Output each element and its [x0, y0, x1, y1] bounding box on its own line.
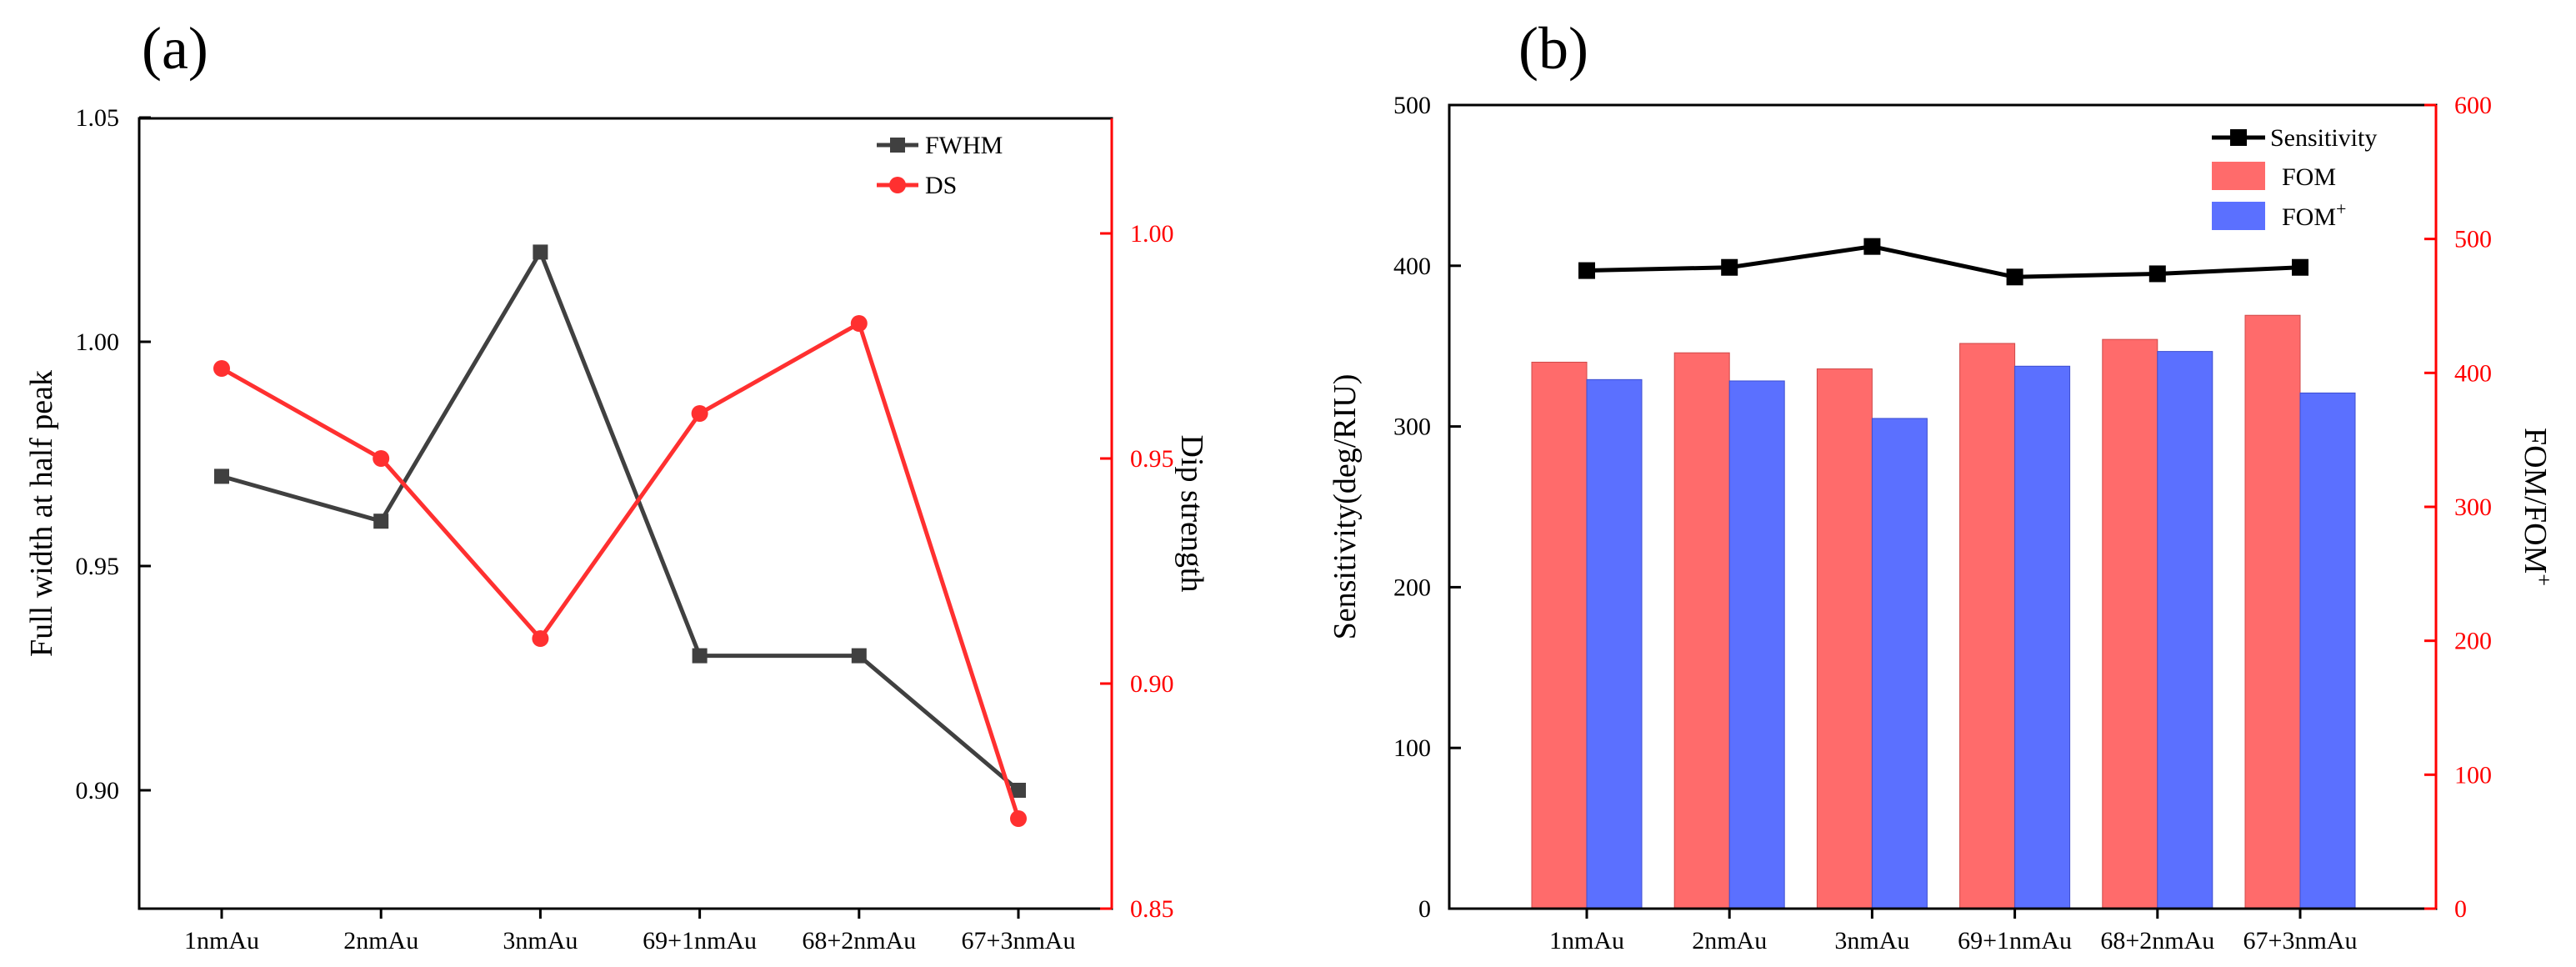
fom-bar: [1959, 343, 2016, 909]
fwhm-point: [692, 648, 708, 664]
fomplus-bar: [1871, 418, 1928, 909]
legend-fomplus-label: FOM+: [2282, 198, 2346, 231]
sensitivity-point: [2148, 265, 2166, 283]
x-tick-label: 2nmAu: [1692, 927, 1767, 954]
legend-fom-swatch: [2212, 162, 2265, 190]
x-tick-label: 1nmAu: [1549, 927, 1624, 954]
legend-sensitivity-marker: [2230, 129, 2247, 146]
x-tick-label: 68+2nmAu: [802, 927, 916, 954]
panel-a-x-axis: 1nmAu 2nmAu 3nmAu 69+1nmAu 68+2nmAu 67+3nmAu: [184, 909, 1075, 954]
panel-a-left-axis: 0.90 0.95 1.00 1.05: [76, 104, 151, 804]
fomplus-bar: [2014, 365, 2071, 909]
y2-tick-label: 100: [2454, 761, 2492, 789]
x-tick-label: 68+2nmAu: [2100, 927, 2214, 954]
y2-tick-label: 200: [2454, 628, 2492, 655]
y2-tick-label: 0.85: [1130, 895, 1174, 923]
y2-tick-label: 300: [2454, 494, 2492, 521]
x-tick-label: 67+3nmAu: [962, 927, 1076, 954]
y-tick-label: 200: [1393, 574, 1431, 601]
y2-tick-label: 0.90: [1130, 670, 1174, 698]
x-tick-label: 69+1nmAu: [1958, 927, 2072, 954]
ds-point: [373, 450, 390, 467]
fomplus-bar: [1728, 380, 1785, 909]
sensitivity-line: [1586, 244, 2301, 279]
y-tick-label: 1.00: [76, 328, 120, 356]
panel-a-label: (a): [142, 15, 208, 82]
ds-line: [220, 320, 1021, 819]
panel-b-ylabel: Sensitivity(deg/RIU): [1328, 374, 1363, 640]
y2-tick-label: 1.00: [1130, 220, 1174, 248]
y-tick-label: 0: [1418, 895, 1431, 923]
panel-b-right-axis: 0 100 200 300 400 500 600: [2424, 92, 2492, 923]
y2-tick-label: 600: [2454, 92, 2492, 119]
ds-point: [532, 630, 549, 647]
y-tick-label: 0.90: [76, 777, 120, 804]
ds-point: [691, 405, 708, 422]
x-tick-label: 69+1nmAu: [643, 927, 757, 954]
fwhm-point: [373, 514, 389, 529]
y2-tick-label: 400: [2454, 359, 2492, 387]
y2-tick-label: 0.95: [1130, 445, 1174, 473]
y-tick-label: 500: [1393, 92, 1431, 119]
x-tick-label: 1nmAu: [184, 927, 259, 954]
legend-fomplus-swatch: [2212, 202, 2265, 230]
ds-point: [213, 360, 230, 377]
legend-sensitivity-label: Sensitivity: [2270, 124, 2377, 152]
panel-b: (b) 1nmAu 2nmAu 3nmAu 69+1nmAu 68+2nmAu 67+3n…: [1328, 15, 2556, 954]
panel-b-y2label: FOM/FOM+: [2518, 428, 2556, 586]
y2-tick-label: 0: [2454, 895, 2467, 923]
legend-ds-label: DS: [925, 172, 957, 199]
fwhm-point: [1011, 783, 1026, 798]
y-tick-label: 300: [1393, 413, 1431, 441]
x-tick-label: 3nmAu: [503, 927, 578, 954]
fwhm-point: [214, 468, 229, 484]
panel-b-label: (b): [1518, 15, 1588, 82]
sensitivity-point: [1721, 258, 1738, 276]
legend-fom-label: FOM: [2282, 163, 2336, 191]
fomplus-bar: [1586, 378, 1643, 909]
fom-bar: [1673, 352, 1730, 909]
x-tick-label: 2nmAu: [343, 927, 418, 954]
ds-point: [850, 315, 868, 332]
legend-ds-marker: [889, 177, 906, 193]
fomplus-bar: [2157, 351, 2213, 909]
x-tick-label: 3nmAu: [1834, 927, 1909, 954]
fwhm-line: [221, 247, 1020, 792]
fom-bar: [1816, 368, 1873, 909]
panel-b-bars: [1531, 314, 2356, 909]
panel-b-x-axis: 1nmAu 2nmAu 3nmAu 69+1nmAu 68+2nmAu 67+3nmAu: [1549, 909, 2357, 954]
fom-bar: [2102, 338, 2158, 909]
panel-a-ylabel: Full width at half peak: [24, 370, 59, 657]
sensitivity-point: [1863, 238, 1881, 255]
y-tick-label: 0.95: [76, 553, 120, 580]
fwhm-point: [533, 244, 548, 260]
fwhm-point: [851, 648, 867, 664]
fom-bar: [1531, 361, 1588, 909]
y-tick-label: 1.05: [76, 104, 120, 132]
sensitivity-point: [2006, 268, 2023, 286]
panel-a-legend: FWHM DS: [877, 132, 1003, 199]
sensitivity-point: [1578, 262, 1595, 279]
panel-b-sensitivity-series: [1578, 238, 2308, 286]
x-tick-label: 67+3nmAu: [2243, 927, 2358, 954]
ds-point: [1010, 810, 1027, 827]
panel-a-y2label: Dip strength: [1174, 435, 1209, 593]
sensitivity-point: [2292, 258, 2308, 276]
panel-a-plot-frame: [138, 117, 1113, 910]
panel-b-legend: Sensitivity FOM FOM+: [2212, 124, 2377, 231]
y-tick-label: 400: [1393, 253, 1431, 280]
panel-a: (a) 1nmAu 2nmAu 3nmAu 69+1nmAu 68+2nmAu 67+3n…: [24, 15, 1209, 954]
panel-a-series: [213, 244, 1027, 827]
fom-bar: [2244, 314, 2301, 909]
legend-fwhm-label: FWHM: [925, 132, 1003, 159]
y-tick-label: 100: [1393, 734, 1431, 762]
fomplus-bar: [2299, 392, 2356, 909]
panel-b-left-axis: 0 100 200 300 400 500: [1393, 92, 1461, 923]
panel-a-right-axis: 0.85 0.90 0.95 1.00: [1100, 118, 1174, 923]
y2-tick-label: 500: [2454, 226, 2492, 253]
legend-fwhm-marker: [890, 138, 905, 153]
